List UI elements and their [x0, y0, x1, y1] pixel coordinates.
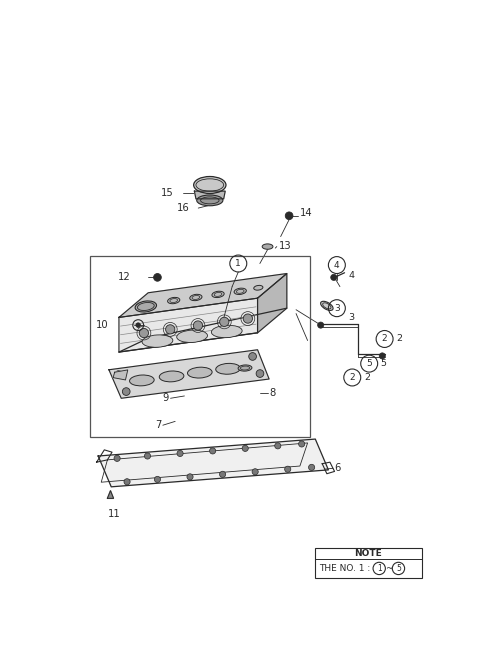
Text: 3: 3 — [348, 313, 355, 322]
Ellipse shape — [262, 244, 273, 249]
Text: 14: 14 — [300, 209, 312, 218]
Circle shape — [331, 274, 337, 281]
Circle shape — [166, 325, 175, 334]
Text: ~: ~ — [384, 564, 392, 573]
Polygon shape — [108, 491, 114, 499]
Polygon shape — [98, 439, 328, 487]
Polygon shape — [258, 274, 287, 333]
Polygon shape — [109, 350, 269, 398]
Polygon shape — [113, 370, 128, 380]
Ellipse shape — [142, 335, 173, 347]
Ellipse shape — [190, 295, 202, 300]
Circle shape — [193, 321, 203, 330]
Circle shape — [122, 388, 130, 396]
Circle shape — [155, 476, 160, 482]
Ellipse shape — [193, 176, 226, 194]
Text: 1: 1 — [377, 564, 382, 573]
Ellipse shape — [211, 325, 242, 338]
Circle shape — [220, 318, 229, 327]
Circle shape — [249, 353, 256, 360]
Text: 1: 1 — [235, 259, 241, 268]
Circle shape — [275, 443, 281, 449]
Circle shape — [154, 274, 161, 281]
Ellipse shape — [216, 363, 240, 374]
Text: 15: 15 — [161, 188, 174, 197]
Ellipse shape — [188, 367, 212, 378]
Text: 9: 9 — [163, 393, 169, 403]
Text: 2: 2 — [396, 335, 402, 344]
Ellipse shape — [238, 365, 252, 371]
Circle shape — [318, 322, 324, 328]
Circle shape — [252, 468, 258, 475]
Bar — [315, 548, 421, 578]
Polygon shape — [119, 298, 258, 352]
Text: NOTE: NOTE — [355, 549, 382, 558]
Text: 5: 5 — [366, 359, 372, 368]
Ellipse shape — [197, 195, 223, 206]
Circle shape — [136, 323, 141, 327]
Text: 12: 12 — [118, 272, 131, 282]
Text: 2: 2 — [382, 335, 387, 344]
Text: THE NO. 1 :: THE NO. 1 : — [319, 564, 373, 573]
Text: 4: 4 — [348, 270, 354, 279]
Text: 2: 2 — [349, 373, 355, 382]
Circle shape — [299, 441, 305, 447]
Ellipse shape — [321, 301, 333, 310]
Circle shape — [285, 212, 293, 220]
Circle shape — [256, 370, 264, 377]
Circle shape — [285, 466, 291, 472]
Text: 5: 5 — [396, 564, 401, 573]
Text: 11: 11 — [108, 509, 120, 519]
Text: 8: 8 — [269, 388, 276, 398]
Circle shape — [379, 353, 385, 359]
Text: 10: 10 — [96, 320, 109, 330]
Circle shape — [144, 453, 151, 459]
Circle shape — [219, 471, 226, 478]
Ellipse shape — [234, 288, 246, 295]
Circle shape — [187, 474, 193, 480]
Ellipse shape — [168, 297, 180, 304]
Ellipse shape — [159, 371, 184, 382]
Circle shape — [309, 464, 315, 470]
Text: 16: 16 — [177, 203, 190, 213]
Polygon shape — [119, 274, 287, 318]
Circle shape — [177, 451, 183, 457]
Polygon shape — [194, 191, 225, 199]
Text: 4: 4 — [334, 260, 340, 270]
Circle shape — [243, 314, 252, 323]
Circle shape — [115, 371, 123, 379]
Text: 5: 5 — [381, 359, 387, 368]
Text: 2: 2 — [364, 373, 370, 382]
Text: 6: 6 — [335, 462, 341, 472]
Text: 3: 3 — [334, 304, 340, 313]
Ellipse shape — [212, 291, 224, 298]
Text: 13: 13 — [279, 241, 292, 251]
Ellipse shape — [254, 285, 263, 290]
Circle shape — [114, 455, 120, 461]
Circle shape — [242, 445, 248, 451]
Ellipse shape — [135, 301, 156, 312]
Circle shape — [210, 448, 216, 454]
Ellipse shape — [130, 375, 154, 386]
Text: 7: 7 — [155, 420, 161, 430]
Bar — [90, 256, 310, 437]
Circle shape — [124, 479, 130, 485]
Circle shape — [139, 329, 148, 338]
Ellipse shape — [177, 330, 207, 342]
